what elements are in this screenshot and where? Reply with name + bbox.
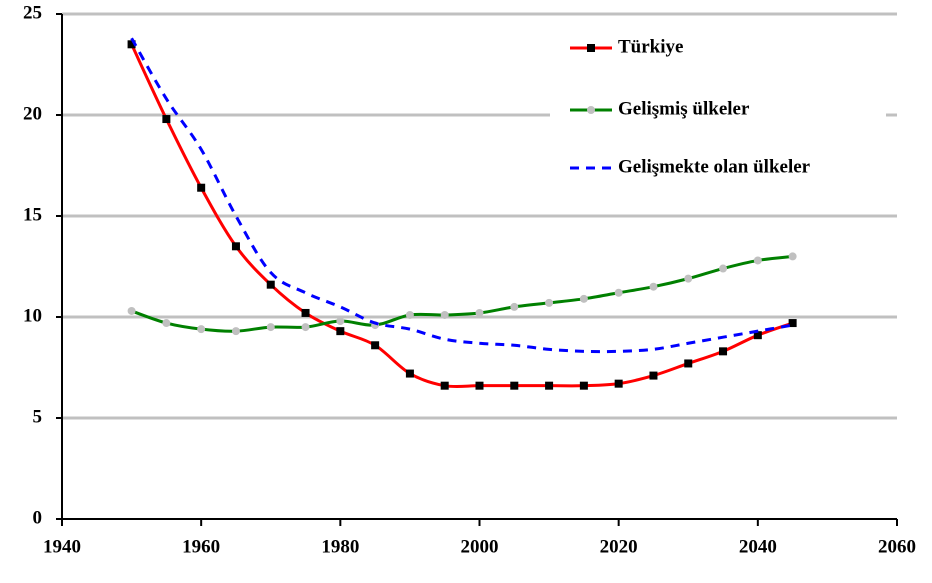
data-point — [719, 347, 728, 356]
legend-label: Gelişmekte olan ülkeler — [618, 156, 811, 177]
data-point — [301, 323, 310, 332]
y-tick-label: 15 — [23, 204, 42, 225]
data-point — [405, 310, 414, 319]
data-point — [753, 256, 762, 265]
data-point — [336, 327, 345, 336]
series-line — [130, 37, 793, 354]
data-point — [266, 323, 275, 332]
legend-marker — [587, 44, 595, 52]
x-tick-label: 2020 — [600, 536, 638, 557]
data-point — [649, 282, 658, 291]
data-point — [301, 308, 310, 317]
legend-label: Gelişmiş ülkeler — [618, 98, 750, 119]
y-tick-label: 25 — [23, 2, 42, 23]
data-point — [545, 381, 554, 390]
x-tick-label: 2040 — [739, 536, 777, 557]
x-tick-label: 2060 — [878, 536, 916, 557]
data-point — [127, 40, 136, 49]
data-point — [579, 294, 588, 303]
y-tick-label: 20 — [23, 103, 42, 124]
data-point — [579, 381, 588, 390]
data-point — [197, 325, 206, 334]
data-point — [475, 381, 484, 390]
y-tick-label: 10 — [23, 305, 42, 326]
x-tick-label: 1960 — [182, 536, 220, 557]
x-tick-label: 2000 — [461, 536, 499, 557]
data-point — [440, 381, 449, 390]
data-point — [475, 308, 484, 317]
data-point — [127, 306, 136, 315]
legend: Türkiye Gelişmiş ülkeler Gelişmekte olan ü… — [550, 24, 886, 194]
data-point — [231, 327, 240, 336]
data-point — [614, 379, 623, 388]
data-point — [440, 310, 449, 319]
data-point — [614, 288, 623, 297]
data-point — [788, 319, 797, 328]
x-tick-label: 1980 — [321, 536, 359, 557]
data-point — [197, 183, 206, 192]
data-point — [231, 242, 240, 251]
data-point — [510, 381, 519, 390]
data-point — [788, 252, 797, 261]
y-tick-label: 5 — [33, 406, 43, 427]
y-tick-label: 0 — [33, 507, 43, 528]
data-point — [371, 341, 380, 350]
data-point — [649, 371, 658, 380]
data-point — [545, 298, 554, 307]
legend-marker — [587, 106, 595, 114]
data-point — [266, 280, 275, 289]
data-point — [684, 359, 693, 368]
x-tick-label: 1940 — [43, 536, 81, 557]
data-point — [162, 319, 171, 328]
data-point — [336, 317, 345, 326]
series-line — [131, 254, 793, 333]
data-point — [162, 115, 171, 124]
data-point — [510, 302, 519, 311]
data-point — [753, 331, 762, 340]
data-point — [719, 264, 728, 273]
legend-label: Türkiye — [618, 36, 683, 57]
data-point — [684, 274, 693, 283]
data-point — [405, 369, 414, 378]
